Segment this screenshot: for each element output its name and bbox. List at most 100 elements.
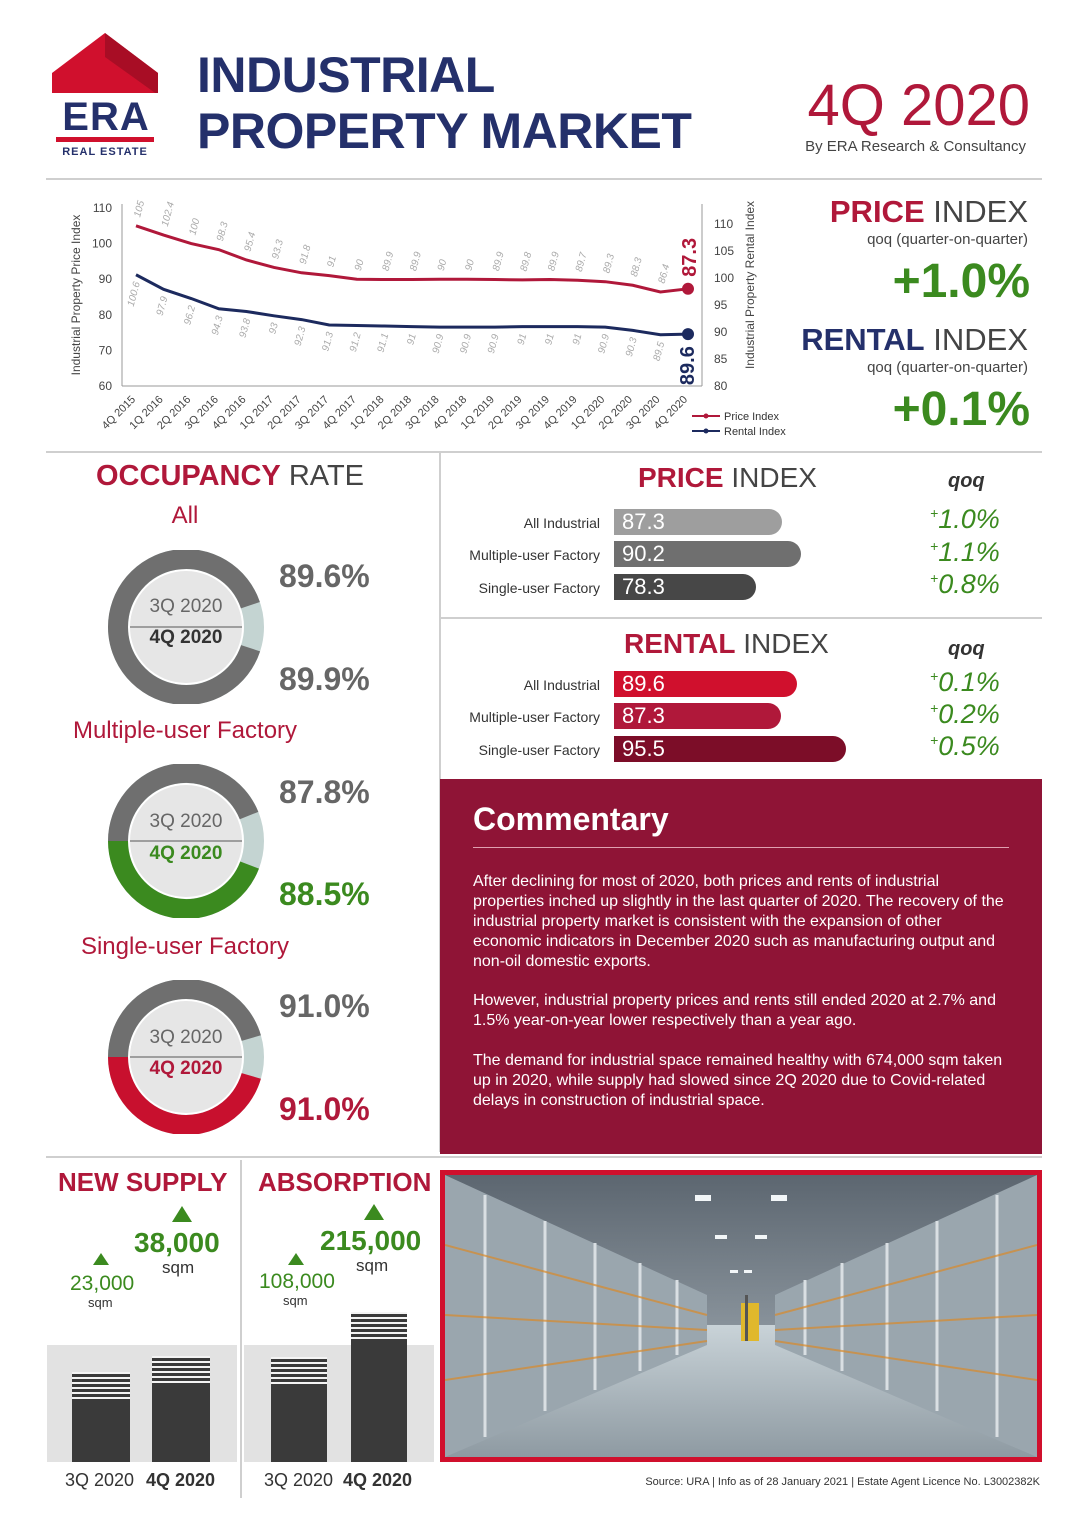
rental-qoq-text: 0.1% [938, 667, 1000, 697]
y-tick-label: 80 [99, 308, 113, 322]
rental-bar: 95.5 [614, 736, 846, 762]
data-label: 98.3 [215, 220, 231, 242]
building-top [72, 1372, 130, 1402]
data-label: 88.3 [629, 256, 645, 278]
floor-stripe [72, 1379, 130, 1382]
floor-stripe [72, 1394, 130, 1397]
data-label: 89.8 [519, 251, 535, 273]
data-label: 89.9 [546, 250, 562, 272]
data-label: 102.4 [160, 200, 177, 227]
legend-marker [703, 413, 709, 419]
data-label: 97.9 [155, 295, 171, 317]
donut-prev-quarter: 3Q 2020 [149, 1027, 223, 1048]
commentary-rule [473, 847, 1009, 848]
floor-stripe [152, 1373, 210, 1376]
floor-stripe [271, 1373, 327, 1377]
occupancy-donut-multiple [108, 764, 264, 918]
y-right-tick-label: 110 [714, 217, 733, 231]
floor-stripe [351, 1324, 407, 1327]
y-tick-label: 110 [93, 201, 112, 215]
y-right-tick-label: 105 [714, 244, 734, 258]
supply-bar-3q [72, 1372, 130, 1462]
floor-stripe [351, 1314, 407, 1317]
data-label: 89.9 [381, 250, 397, 272]
donut-curr-quarter: 4Q 2020 [149, 843, 223, 864]
supply-4q-unit: sqm [162, 1258, 195, 1277]
absorption-up-arrow-icon [364, 1204, 384, 1220]
occupancy-word2: RATE [288, 460, 365, 492]
commentary-paragraph-1: After declining for most of 2020, both p… [473, 873, 1004, 970]
data-label: 95.4 [243, 231, 259, 253]
supply-up-arrow-icon [172, 1206, 192, 1222]
summary-rental-word1: RENTAL [801, 322, 925, 357]
data-label: 96.2 [182, 304, 198, 326]
header-divider [46, 178, 1042, 180]
price-bar-label: All Industrial [523, 515, 600, 531]
logo-tagline: REAL ESTATE [62, 146, 148, 158]
supply-4q-label: 4Q 2020 [146, 1470, 216, 1490]
data-label: 91.3 [320, 330, 336, 352]
data-label: 93.3 [270, 238, 286, 260]
data-label: 100 [187, 217, 202, 236]
chart-divider [46, 451, 1042, 453]
floor-stripe [271, 1383, 327, 1387]
data-label: 90.3 [624, 336, 640, 358]
price-panel-word2: INDEX [731, 462, 817, 493]
price-qoq-header: qoq [948, 470, 985, 492]
rental-bar-label: Single-user Factory [478, 742, 600, 758]
data-label: 91.1 [376, 332, 392, 354]
data-label: 89.9 [408, 250, 424, 272]
rental-qoq-value: +0.2% [930, 699, 1000, 729]
series-line [135, 273, 689, 337]
series-end-point [682, 328, 694, 341]
legend-label: Price Index [724, 411, 780, 423]
occupancy-donut-single [108, 980, 264, 1134]
occupancy-curr-value: 89.9% [279, 661, 370, 697]
data-label: 89.5 [652, 340, 668, 362]
absorption-3q-value: 108,000 [259, 1270, 335, 1293]
supply-4q-value: 38,000 [134, 1227, 220, 1258]
floor-stripe [152, 1378, 210, 1381]
bars-divider [440, 617, 1042, 619]
floor-stripe [72, 1399, 130, 1402]
donut-prev-arc [108, 764, 259, 842]
era-logo: ERA REAL ESTATE [52, 33, 158, 163]
rental-index-panel-heading: RENTAL INDEX [624, 628, 829, 660]
floor-stripe [351, 1334, 407, 1337]
rental-qoq-text: 0.5% [938, 731, 1000, 761]
occupancy-curr-value: 91.0% [279, 1091, 370, 1127]
data-label: 90.9 [486, 333, 502, 355]
y-tick-label: 60 [99, 379, 113, 393]
y-tick-label: 90 [99, 272, 113, 286]
data-label: 91 [516, 333, 530, 347]
data-label: 94.3 [210, 314, 226, 336]
floor-stripe [271, 1368, 327, 1372]
page-title-line1: INDUSTRIAL [197, 47, 495, 103]
building-top [351, 1312, 407, 1342]
warehouse-photo [440, 1170, 1042, 1462]
supply-3q-label: 3Q 2020 [65, 1470, 135, 1490]
price-bar: 90.2 [614, 541, 801, 567]
supply-divider [240, 1160, 242, 1498]
floor-stripe [351, 1319, 407, 1322]
price-panel-word1: PRICE [638, 462, 724, 493]
occupancy-curr-value: 88.5% [279, 876, 370, 912]
floor-stripe [271, 1358, 327, 1362]
summary-rental-sub: qoq (quarter-on-quarter) [867, 359, 1028, 376]
rental-qoq-text: 0.2% [938, 699, 1000, 729]
data-label: 91.2 [348, 331, 364, 353]
data-label: 89.3 [601, 252, 617, 274]
occupancy-prev-value: 89.6% [279, 558, 370, 594]
summary-price-word1: PRICE [829, 194, 925, 229]
absorption-4q-unit: sqm [356, 1256, 389, 1275]
y-right-tick-label: 85 [714, 352, 728, 366]
floor-stripe [271, 1378, 327, 1382]
occupancy-donut-all [108, 550, 264, 704]
building-top [152, 1356, 210, 1386]
bottom-divider [46, 1156, 1042, 1158]
data-label: 89.9 [491, 250, 507, 272]
floor-stripe [271, 1363, 327, 1367]
price-qoq-text: 1.0% [938, 504, 1000, 534]
byline: By ERA Research & Consultancy [805, 138, 1026, 155]
floor-stripe [72, 1374, 130, 1377]
